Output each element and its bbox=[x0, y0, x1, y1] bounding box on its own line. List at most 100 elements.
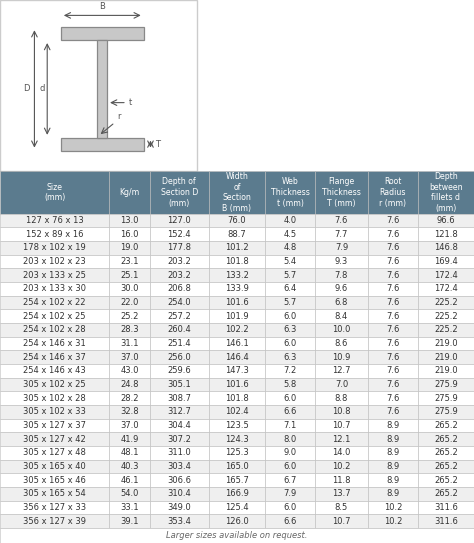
Bar bbox=[265, 432, 315, 446]
Bar bbox=[265, 171, 315, 214]
Bar bbox=[109, 487, 150, 501]
Text: 13.7: 13.7 bbox=[332, 489, 351, 498]
Bar bbox=[418, 255, 474, 268]
Text: 275.9: 275.9 bbox=[434, 380, 458, 389]
Bar bbox=[315, 405, 368, 419]
Bar bbox=[368, 255, 418, 268]
Text: Depth of
Section D
(mm): Depth of Section D (mm) bbox=[161, 177, 198, 207]
Bar bbox=[150, 214, 209, 228]
Text: 7.6: 7.6 bbox=[386, 230, 400, 239]
Text: 8.9: 8.9 bbox=[386, 449, 400, 457]
Text: 275.9: 275.9 bbox=[434, 407, 458, 416]
Text: 7.7: 7.7 bbox=[335, 230, 348, 239]
Text: 7.6: 7.6 bbox=[386, 243, 400, 252]
Bar bbox=[209, 501, 265, 514]
Bar bbox=[418, 487, 474, 501]
Text: 8.9: 8.9 bbox=[386, 476, 400, 485]
Text: 101.6: 101.6 bbox=[225, 298, 249, 307]
Bar bbox=[368, 446, 418, 460]
Text: 76.0: 76.0 bbox=[228, 216, 246, 225]
Text: t: t bbox=[129, 98, 132, 107]
Bar bbox=[315, 228, 368, 241]
Text: 254 x 102 x 28: 254 x 102 x 28 bbox=[23, 325, 86, 334]
Bar bbox=[150, 268, 209, 282]
Text: 146.1: 146.1 bbox=[225, 339, 249, 348]
Text: 13.0: 13.0 bbox=[120, 216, 139, 225]
Text: 308.7: 308.7 bbox=[167, 394, 191, 403]
Bar bbox=[0, 405, 109, 419]
Text: 101.9: 101.9 bbox=[225, 312, 249, 321]
Text: 9.3: 9.3 bbox=[335, 257, 348, 266]
Bar bbox=[265, 446, 315, 460]
Bar bbox=[265, 296, 315, 310]
Bar bbox=[150, 378, 209, 392]
Text: 4.8: 4.8 bbox=[283, 243, 297, 252]
Text: 307.2: 307.2 bbox=[167, 435, 191, 444]
Bar bbox=[265, 350, 315, 364]
Text: 203 x 133 x 25: 203 x 133 x 25 bbox=[23, 271, 86, 280]
Bar bbox=[150, 296, 209, 310]
Bar bbox=[418, 337, 474, 350]
Bar bbox=[209, 446, 265, 460]
Text: 305 x 165 x 54: 305 x 165 x 54 bbox=[23, 489, 86, 498]
Text: 152.4: 152.4 bbox=[167, 230, 191, 239]
Text: 311.6: 311.6 bbox=[434, 517, 458, 526]
Text: 102.2: 102.2 bbox=[225, 325, 249, 334]
Text: 6.8: 6.8 bbox=[335, 298, 348, 307]
Bar bbox=[315, 268, 368, 282]
Text: 4.0: 4.0 bbox=[283, 216, 297, 225]
Text: 16.0: 16.0 bbox=[120, 230, 139, 239]
Bar bbox=[418, 296, 474, 310]
Text: D: D bbox=[24, 85, 30, 93]
Bar bbox=[315, 171, 368, 214]
Text: 203.2: 203.2 bbox=[167, 257, 191, 266]
Bar bbox=[265, 378, 315, 392]
Bar bbox=[418, 378, 474, 392]
Bar bbox=[368, 473, 418, 487]
Text: Kg/m: Kg/m bbox=[119, 188, 139, 197]
Text: 311.6: 311.6 bbox=[434, 503, 458, 512]
Text: BS EN 10025-2: 2004 – S275JR / S355JR / S355JO / S355J2: BS EN 10025-2: 2004 – S275JR / S355JR / … bbox=[210, 112, 460, 121]
Bar bbox=[368, 296, 418, 310]
Text: 254 x 102 x 22: 254 x 102 x 22 bbox=[23, 298, 86, 307]
Text: 5.7: 5.7 bbox=[283, 298, 297, 307]
Bar bbox=[315, 460, 368, 473]
Text: 259.6: 259.6 bbox=[167, 367, 191, 375]
Text: 254 x 102 x 25: 254 x 102 x 25 bbox=[23, 312, 86, 321]
Text: 10.7: 10.7 bbox=[332, 517, 351, 526]
Text: Root
Radius
r (mm): Root Radius r (mm) bbox=[379, 177, 406, 207]
Text: 356 x 127 x 39: 356 x 127 x 39 bbox=[23, 517, 86, 526]
Bar bbox=[315, 432, 368, 446]
Text: 257.2: 257.2 bbox=[167, 312, 191, 321]
Bar bbox=[209, 337, 265, 350]
Bar bbox=[418, 171, 474, 214]
Bar bbox=[109, 337, 150, 350]
Bar bbox=[61, 138, 144, 150]
Bar bbox=[368, 364, 418, 378]
Bar bbox=[0, 528, 474, 543]
Text: 31.1: 31.1 bbox=[120, 339, 139, 348]
Text: 7.6: 7.6 bbox=[386, 394, 400, 403]
Bar bbox=[109, 310, 150, 323]
Text: 265.2: 265.2 bbox=[434, 462, 458, 471]
Bar bbox=[109, 419, 150, 432]
Text: 152 x 89 x 16: 152 x 89 x 16 bbox=[26, 230, 83, 239]
Bar bbox=[0, 228, 109, 241]
Text: 254.0: 254.0 bbox=[167, 298, 191, 307]
Bar bbox=[265, 282, 315, 296]
Bar bbox=[368, 310, 418, 323]
Bar bbox=[315, 310, 368, 323]
Text: 54.0: 54.0 bbox=[120, 489, 138, 498]
Bar bbox=[0, 473, 109, 487]
Text: 146.4: 146.4 bbox=[225, 353, 249, 362]
Bar bbox=[150, 419, 209, 432]
Bar bbox=[418, 214, 474, 228]
Text: Flange
Thickness
T (mm): Flange Thickness T (mm) bbox=[322, 177, 361, 207]
Text: 169.4: 169.4 bbox=[434, 257, 458, 266]
Text: 8.9: 8.9 bbox=[386, 489, 400, 498]
Bar bbox=[315, 473, 368, 487]
Bar bbox=[109, 405, 150, 419]
Bar bbox=[418, 310, 474, 323]
Text: 5.4: 5.4 bbox=[283, 257, 297, 266]
Text: 37.0: 37.0 bbox=[120, 353, 139, 362]
